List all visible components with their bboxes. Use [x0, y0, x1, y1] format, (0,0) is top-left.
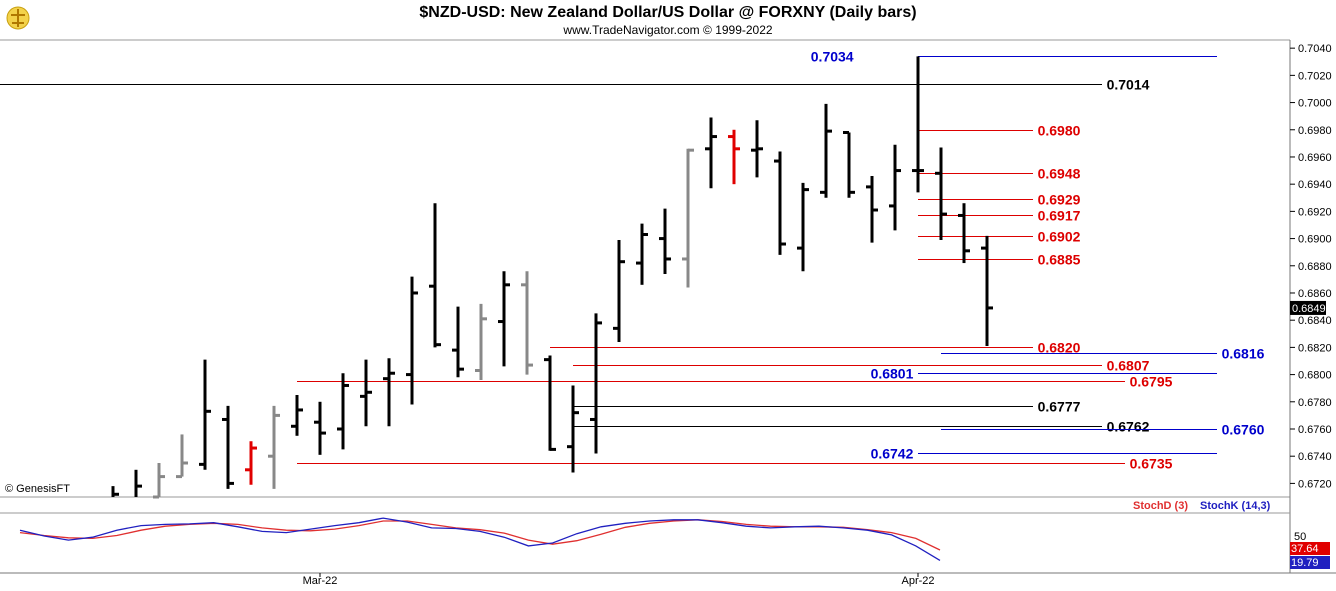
price-bar — [935, 147, 947, 240]
price-bar — [475, 303, 487, 381]
price-bar — [705, 117, 717, 189]
price-bars — [111, 56, 993, 499]
level-label: 0.6795 — [1130, 374, 1173, 390]
price-bar — [590, 313, 602, 454]
y-tick-label: 0.6800 — [1298, 370, 1332, 382]
level-label: 0.6902 — [1038, 229, 1081, 245]
price-bar — [429, 203, 441, 348]
price-bar — [111, 486, 119, 497]
price-bar — [452, 306, 464, 378]
y-tick-label: 0.6780 — [1298, 397, 1332, 409]
price-bar — [774, 151, 786, 255]
price-bar — [544, 355, 556, 451]
level-label: 0.6735 — [1130, 456, 1173, 472]
price-bar — [912, 56, 924, 193]
x-axis: Mar-22 Apr-22 — [303, 573, 935, 587]
price-bar — [314, 401, 326, 455]
trader-logo-icon — [6, 6, 30, 30]
price-bar — [843, 130, 855, 198]
price-bar — [751, 120, 763, 178]
price-bar — [268, 405, 280, 489]
price-bar — [728, 129, 740, 185]
y-tick-label: 0.7020 — [1298, 70, 1332, 82]
level-label: 0.6807 — [1107, 358, 1150, 374]
level-label: 0.6948 — [1038, 166, 1081, 182]
y-tick-label: 0.6760 — [1298, 424, 1332, 436]
y-tick-label: 0.7000 — [1298, 98, 1332, 110]
level-label: 0.6917 — [1038, 208, 1081, 224]
chart-title: $NZD-USD: New Zealand Dollar/US Dollar @… — [419, 4, 916, 21]
stoch-d-value: 37.64 — [1291, 543, 1319, 555]
stoch-k-line — [19, 517, 941, 561]
y-tick-label: 0.6980 — [1298, 125, 1332, 137]
y-axis: 0.7040 0.7020 0.7000 0.6980 0.6960 0.6940 0.69… — [1290, 43, 1332, 490]
y-tick-label: 0.7040 — [1298, 43, 1332, 55]
price-bar — [613, 239, 625, 342]
price-bar — [337, 373, 349, 450]
last-price-marker: 0.6849 — [1290, 300, 1326, 315]
price-bar — [981, 235, 993, 347]
price-bar — [797, 182, 809, 272]
level-label: 0.6885 — [1038, 252, 1081, 268]
level-label: 0.6980 — [1038, 123, 1081, 139]
price-bar — [360, 359, 372, 427]
price-bar — [636, 223, 648, 285]
price-bar — [498, 271, 510, 367]
price-bar — [291, 394, 303, 436]
price-bar — [567, 385, 579, 473]
y-tick-label: 0.6820 — [1298, 342, 1332, 354]
chart-subtitle: www.TradeNavigator.com © 1999-2022 — [562, 23, 772, 37]
level-label: 0.6760 — [1222, 422, 1265, 438]
level-label: 0.6820 — [1038, 340, 1081, 356]
price-bar — [958, 203, 970, 264]
price-bar — [176, 434, 188, 479]
stoch-d-label: StochD (3) — [1133, 500, 1188, 512]
y-tick-label: 0.6740 — [1298, 451, 1332, 463]
y-tick-label: 0.6860 — [1298, 288, 1332, 300]
price-bar — [134, 469, 142, 497]
level-label: 0.6762 — [1107, 419, 1150, 435]
y-tick-label: 0.6840 — [1298, 315, 1332, 327]
stoch-k-label: StochK (14,3) — [1200, 500, 1271, 512]
last-price-label: 0.6849 — [1292, 303, 1326, 315]
level-label: 0.6742 — [871, 446, 914, 462]
price-bar — [820, 103, 832, 198]
y-tick-label: 0.6960 — [1298, 152, 1332, 164]
level-label: 0.6801 — [871, 366, 914, 382]
stoch-axis-tick: 50 — [1294, 531, 1306, 543]
x-tick-label: Mar-22 — [303, 575, 338, 587]
price-bar — [199, 359, 211, 470]
price-bar — [222, 405, 234, 489]
price-bar — [383, 358, 395, 427]
y-tick-label: 0.6940 — [1298, 179, 1332, 191]
stoch-k-value: 19.79 — [1291, 557, 1319, 569]
price-bar — [521, 271, 533, 375]
price-bar — [153, 462, 165, 499]
price-bar — [245, 441, 257, 485]
price-bar — [659, 208, 671, 274]
price-bar — [682, 148, 694, 288]
x-tick-label: Apr-22 — [901, 575, 934, 587]
level-label: 0.7014 — [1107, 77, 1150, 93]
y-tick-label: 0.6720 — [1298, 478, 1332, 490]
y-tick-label: 0.6920 — [1298, 206, 1332, 218]
y-tick-label: 0.6900 — [1298, 234, 1332, 246]
level-label: 0.6929 — [1038, 192, 1081, 208]
price-bar — [889, 144, 901, 231]
level-label: 0.7034 — [811, 49, 854, 65]
stochastic-panel — [19, 517, 941, 561]
price-bar — [406, 276, 418, 405]
level-label: 0.6777 — [1038, 399, 1081, 415]
price-bar — [866, 176, 878, 243]
watermark: © GenesisFT — [5, 483, 70, 495]
y-tick-label: 0.6880 — [1298, 261, 1332, 273]
level-label: 0.6816 — [1222, 346, 1265, 362]
